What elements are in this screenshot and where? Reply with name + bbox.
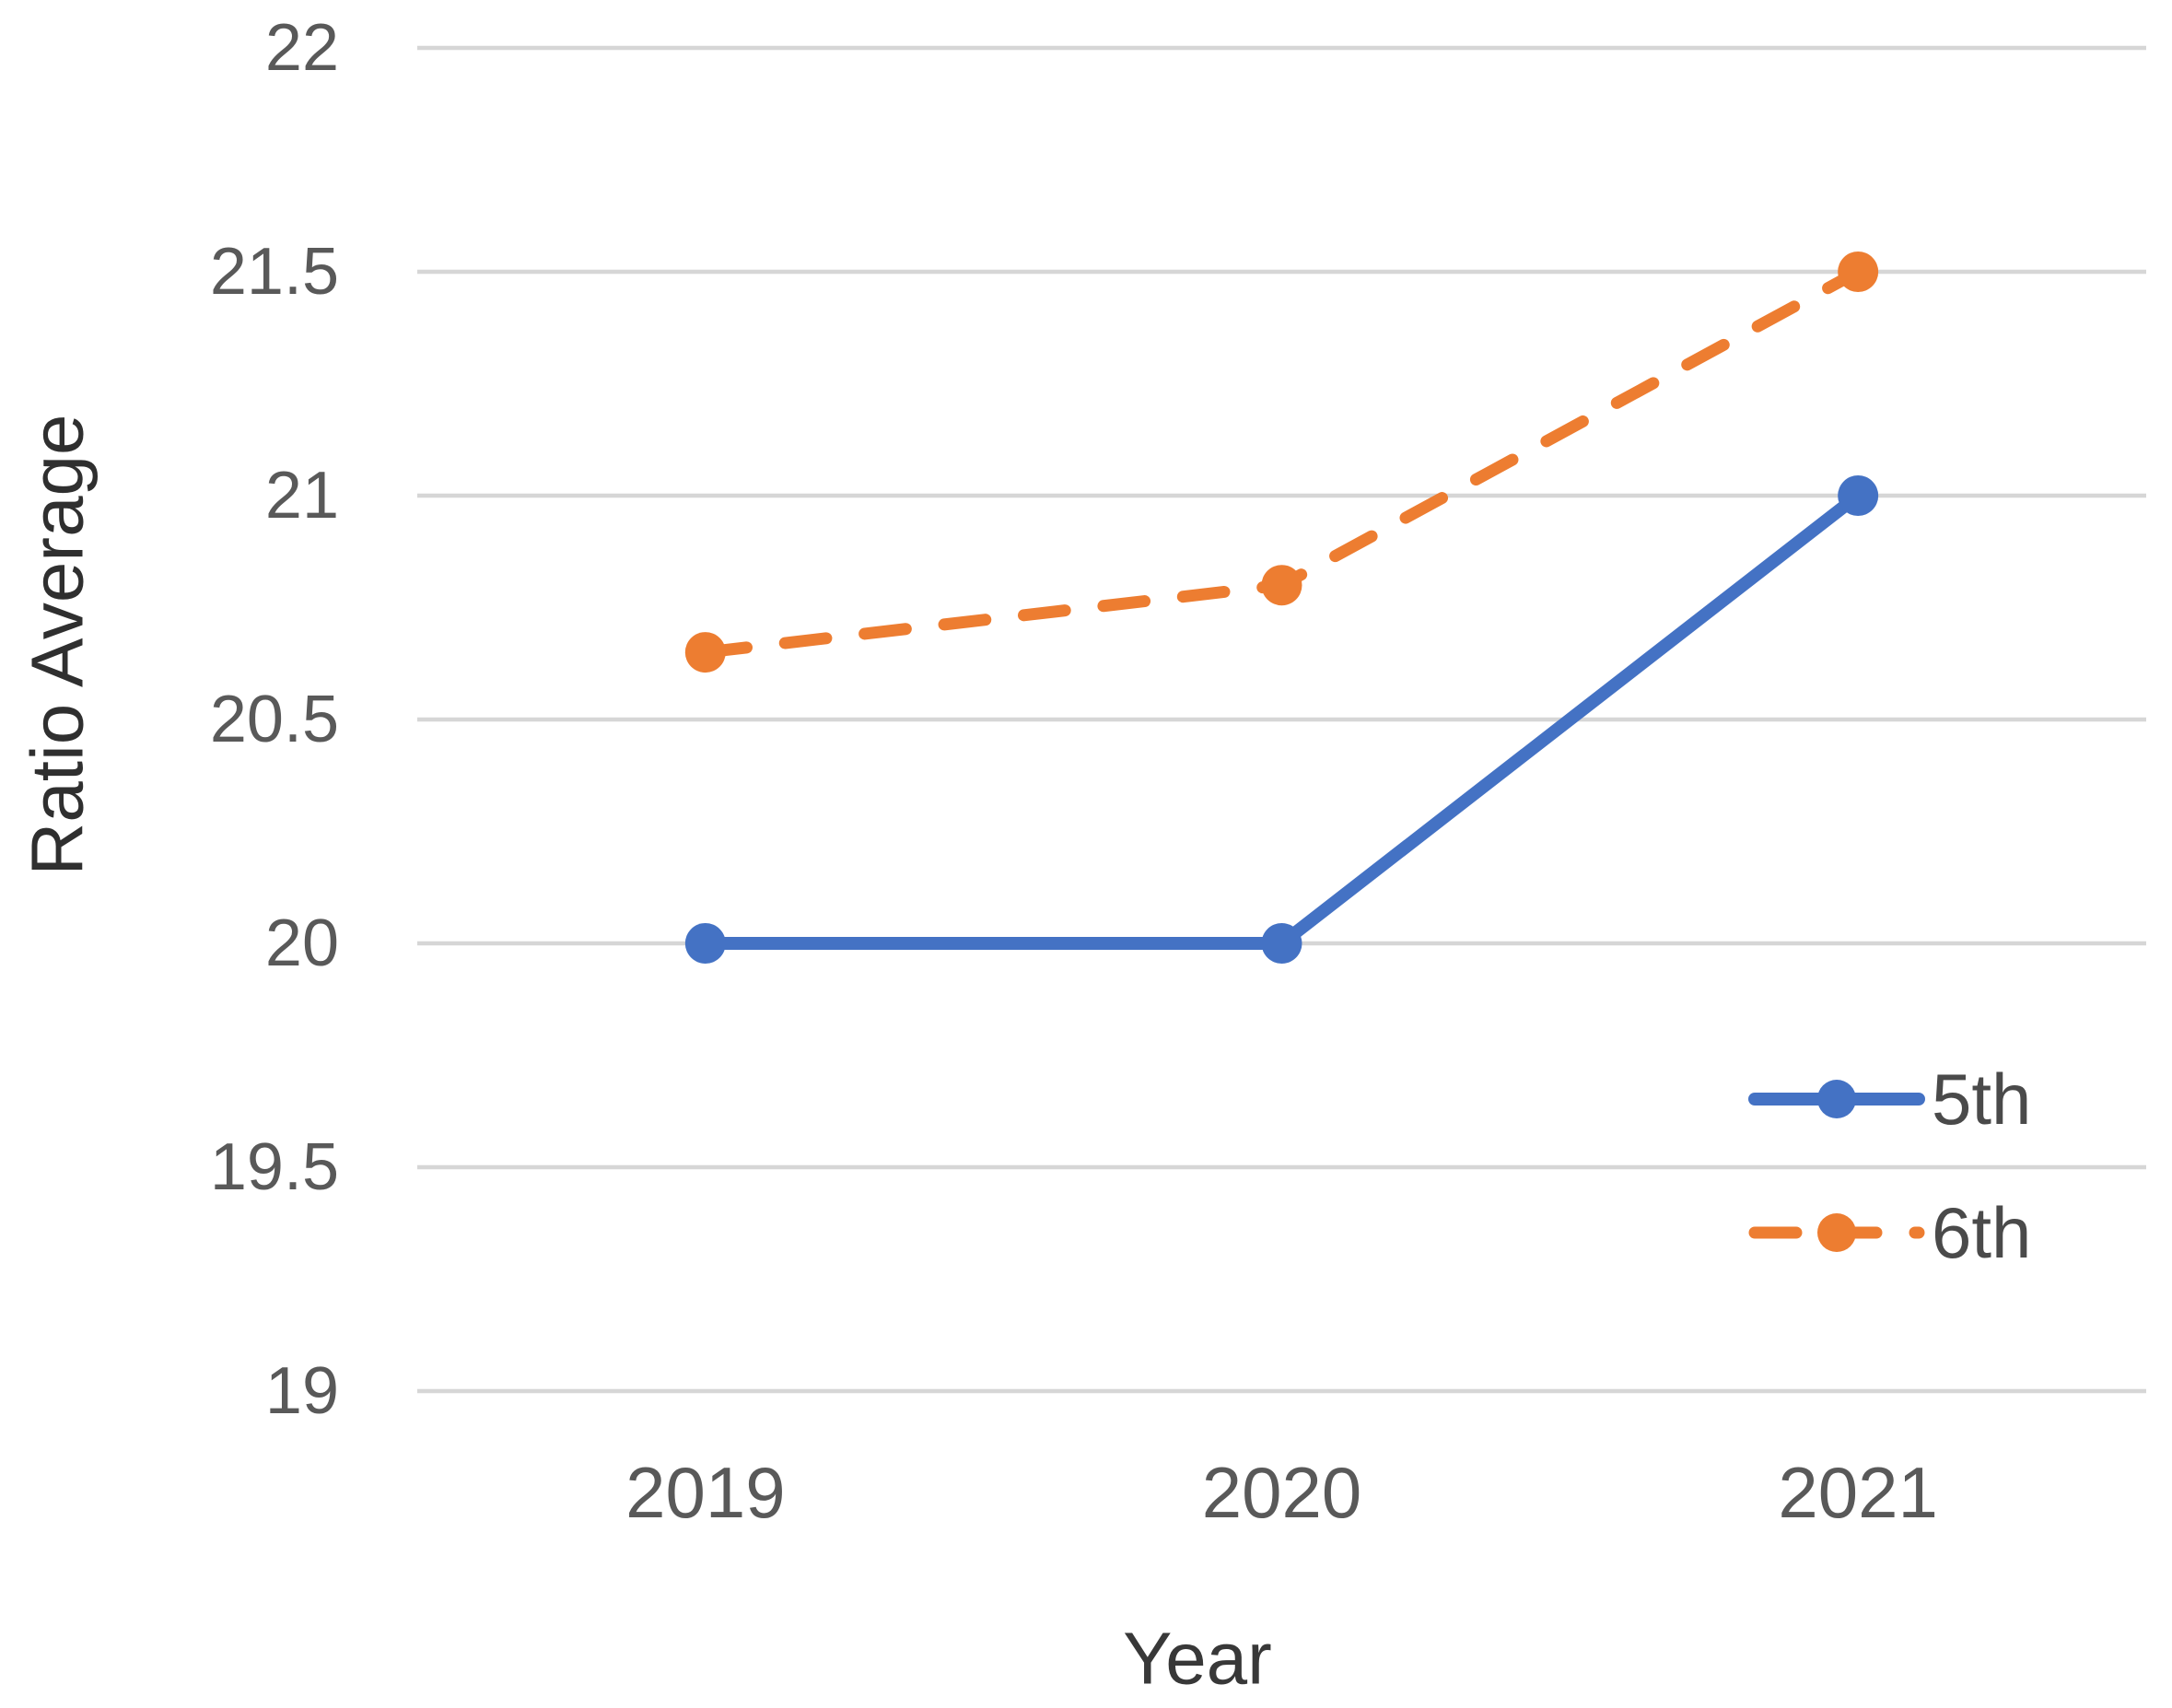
y-tick-label: 21.5 — [210, 235, 339, 309]
x-axis-tick-labels: 2019 2020 2021 — [625, 1452, 1938, 1533]
y-tick-label: 20 — [265, 907, 339, 980]
x-tick-label: 2020 — [1202, 1452, 1362, 1533]
legend-swatch-5th — [1748, 1080, 1925, 1118]
y-axis-title: Ratio Average — [17, 414, 99, 875]
legend-item-6th: 6th — [1748, 1192, 2031, 1273]
series-5th-point — [1261, 923, 1302, 964]
y-tick-label: 22 — [265, 11, 339, 85]
x-tick-label: 2019 — [625, 1452, 786, 1533]
legend-swatch-6th — [1748, 1213, 1925, 1252]
series-6th-point — [1838, 252, 1879, 292]
legend-marker-5th — [1817, 1080, 1856, 1118]
legend-marker-6th — [1817, 1213, 1856, 1252]
y-tick-label: 19.5 — [210, 1130, 339, 1204]
series-6th-point — [1261, 565, 1302, 606]
gridlines-group — [417, 45, 2146, 1394]
series-5th-point — [684, 923, 726, 964]
legend-label-6th: 6th — [1932, 1192, 2031, 1273]
x-axis-title: Year — [1123, 1618, 1272, 1700]
y-tick-label: 19 — [265, 1354, 339, 1428]
y-tick-label: 21 — [265, 459, 339, 532]
legend-label-5th: 5th — [1932, 1059, 2031, 1140]
y-axis-tick-labels: 22 21.5 21 20.5 20 19.5 19 — [210, 11, 339, 1428]
legend-item-5th: 5th — [1748, 1059, 2031, 1140]
legend: 5th 6th — [1748, 1059, 2031, 1273]
y-tick-label: 20.5 — [210, 683, 339, 756]
x-tick-label: 2021 — [1778, 1452, 1938, 1533]
series-group — [684, 252, 1879, 964]
series-6th-point — [684, 632, 726, 673]
series-5th-point — [1838, 475, 1879, 516]
